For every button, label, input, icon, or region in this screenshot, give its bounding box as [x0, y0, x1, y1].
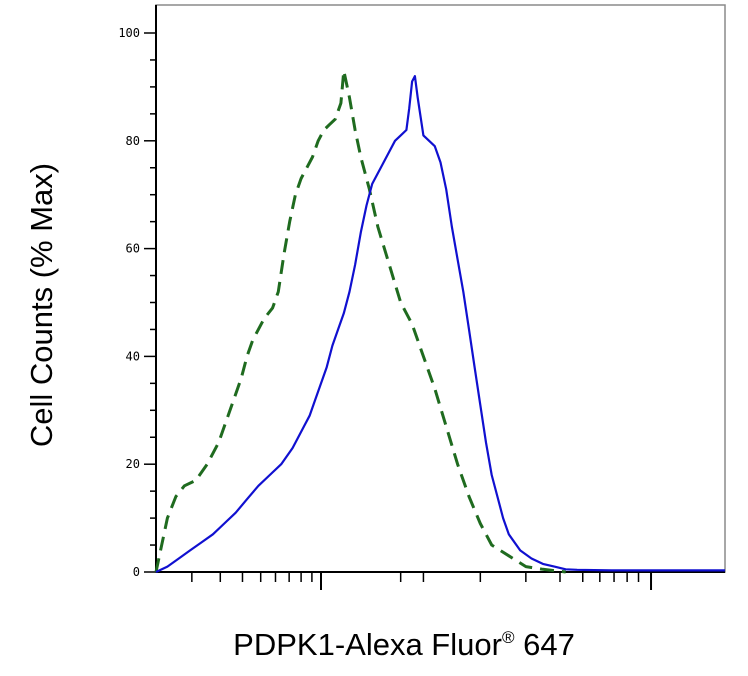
x-axis-title-main: PDPK1-Alexa Fluor — [233, 627, 502, 662]
y-tick-label: 100 — [118, 26, 140, 40]
x-axis-title-suffix: 647 — [514, 627, 574, 662]
plot-frame — [155, 4, 726, 573]
x-axis-title-registered-mark: ® — [502, 628, 515, 647]
x-axis-title: PDPK1-Alexa Fluor® 647 — [233, 627, 575, 662]
x-axis-ticks — [191, 572, 653, 590]
y-axis-title: Cell Counts (% Max) — [24, 163, 59, 447]
series-layer — [154, 69, 725, 574]
y-tick-label: 60 — [126, 242, 140, 256]
dashed-histogram-line — [154, 69, 566, 574]
y-tick-label: 80 — [126, 134, 140, 148]
y-tick-label: 0 — [133, 565, 140, 579]
y-tick-label: 20 — [126, 457, 140, 471]
y-axis-ticks: 0 20 40 60 80 100 — [118, 26, 156, 579]
solid-histogram-line — [155, 75, 725, 573]
y-tick-label: 40 — [126, 349, 140, 363]
